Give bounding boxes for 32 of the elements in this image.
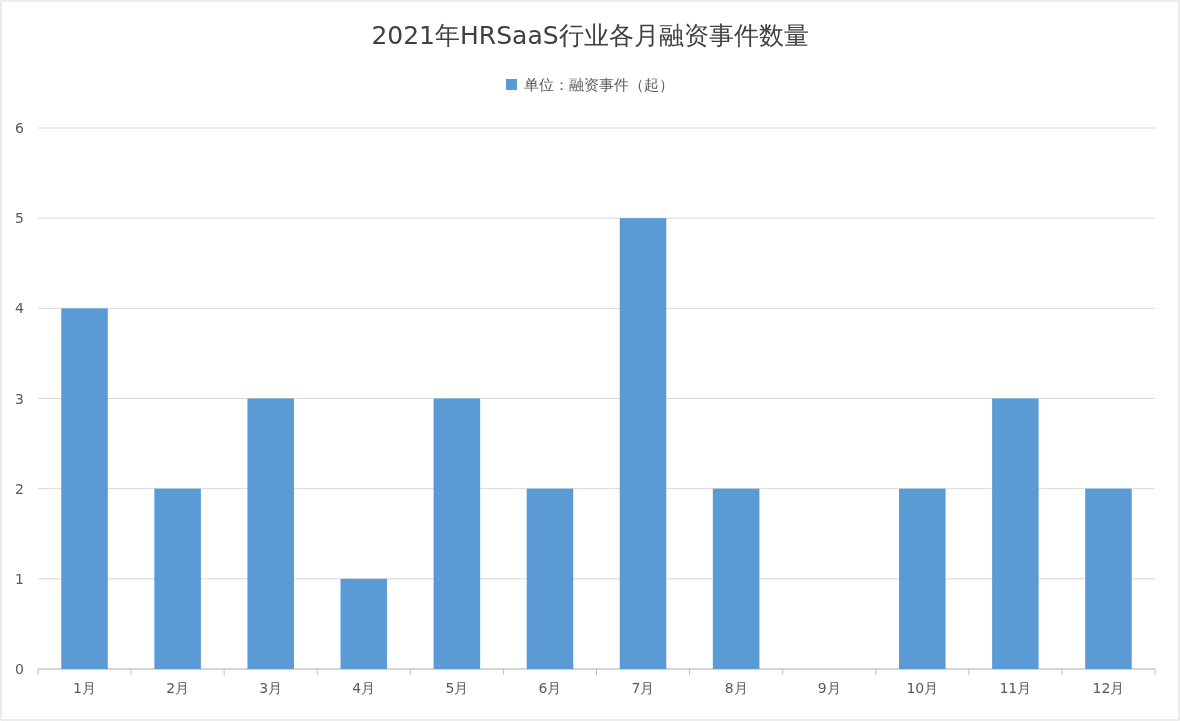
bar	[61, 308, 108, 669]
x-tick-label: 10月	[906, 680, 939, 696]
y-tick-label: 3	[15, 390, 24, 407]
bar	[619, 218, 667, 669]
x-tick-label: 12月	[1092, 680, 1125, 696]
x-tick-label: 1月	[73, 680, 96, 696]
chart-title: 2021年HRSaaS行业各月融资事件数量	[371, 21, 809, 50]
bar	[992, 398, 1039, 669]
x-tick-label: 5月	[445, 680, 469, 696]
y-tick-label: 2	[15, 480, 24, 497]
x-tick-label: 4月	[352, 680, 376, 696]
y-tick-label: 6	[15, 120, 25, 136]
bar	[154, 488, 201, 669]
bar	[1085, 488, 1132, 669]
x-tick-label: 8月	[724, 680, 748, 696]
x-tick-label: 3月	[259, 680, 283, 696]
bar	[899, 488, 946, 669]
x-tick-label: 11月	[999, 680, 1032, 696]
bar	[526, 488, 574, 669]
bar	[433, 398, 481, 669]
x-tick-label: 2月	[166, 680, 190, 696]
y-tick-label: 5	[15, 210, 24, 227]
bar	[340, 578, 388, 669]
x-tick-label: 9月	[817, 680, 841, 696]
bar	[247, 398, 294, 669]
y-tick-label: 0	[15, 661, 24, 677]
x-tick-label: 7月	[631, 680, 655, 696]
bar	[712, 488, 760, 669]
y-tick-label: 1	[15, 570, 24, 587]
x-tick-label: 6月	[538, 680, 562, 696]
legend-label: 单位：融资事件（起）	[524, 76, 674, 94]
y-tick-label: 4	[15, 300, 25, 317]
